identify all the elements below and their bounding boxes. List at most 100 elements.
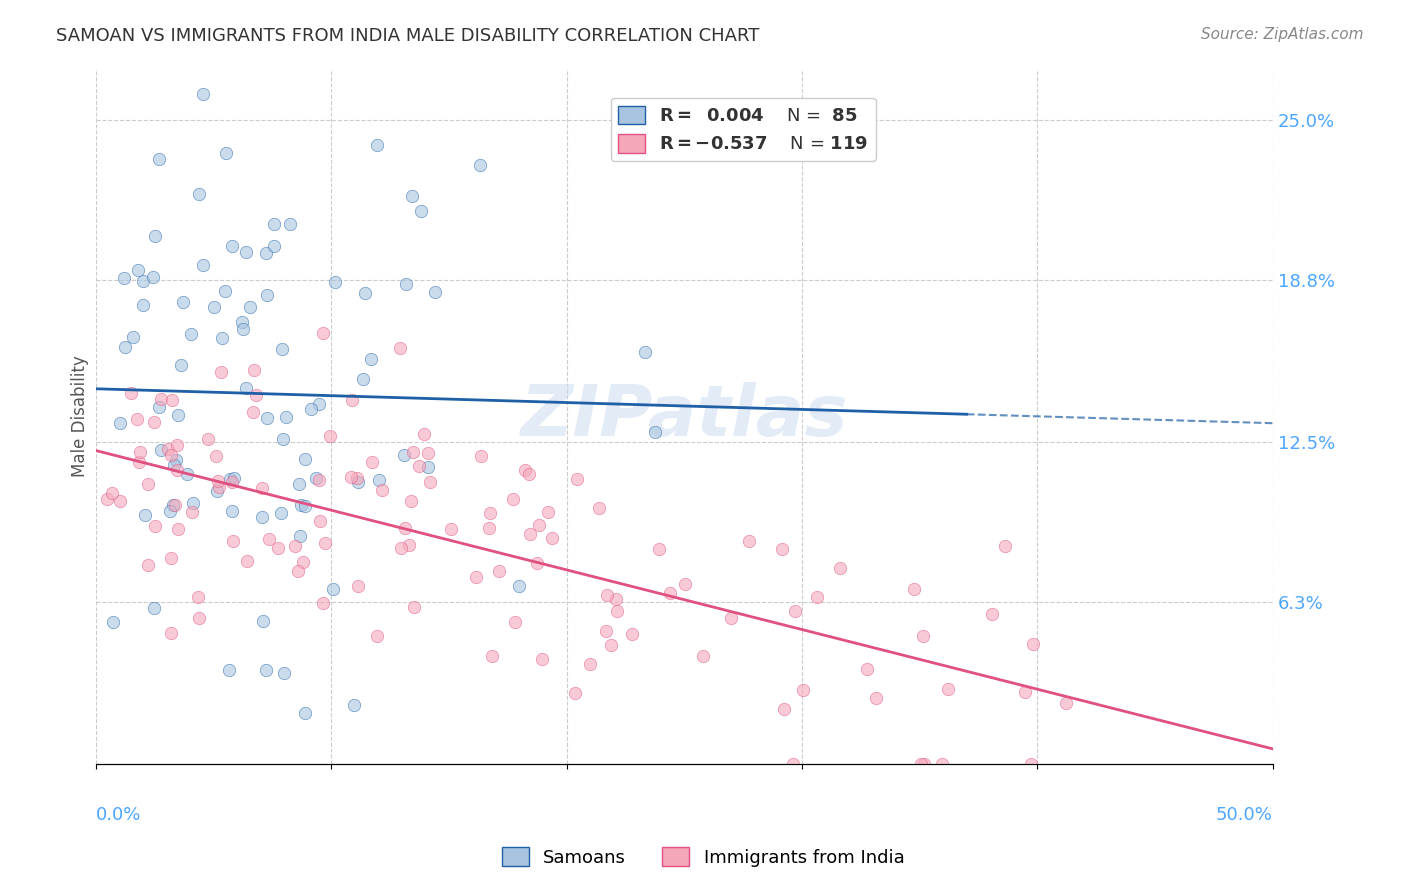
Legend: Samoans, Immigrants from India: Samoans, Immigrants from India xyxy=(495,840,911,874)
Point xyxy=(647,541,669,556)
Point xyxy=(366,138,388,153)
Point xyxy=(519,527,541,541)
Point xyxy=(215,145,238,160)
Point xyxy=(252,614,274,628)
Point xyxy=(222,533,245,548)
Point xyxy=(517,467,540,482)
Point xyxy=(205,449,228,463)
Point xyxy=(360,351,382,366)
Point xyxy=(856,662,879,676)
Text: 0.0%: 0.0% xyxy=(96,806,142,824)
Point xyxy=(1054,696,1077,710)
Point xyxy=(136,477,159,491)
Point xyxy=(360,455,382,469)
Point xyxy=(129,445,152,459)
Point xyxy=(259,532,281,546)
Point xyxy=(242,404,264,418)
Point xyxy=(180,505,202,519)
Point xyxy=(193,87,215,102)
Point xyxy=(830,561,852,575)
Point xyxy=(197,433,219,447)
Point xyxy=(588,501,610,516)
Point xyxy=(340,393,363,408)
Point xyxy=(323,275,346,289)
Point xyxy=(659,585,682,599)
Point xyxy=(912,757,935,772)
Point xyxy=(910,757,932,772)
Point xyxy=(903,582,925,596)
Point xyxy=(299,401,322,416)
Point xyxy=(128,455,150,469)
Point xyxy=(163,498,186,512)
Point xyxy=(114,340,136,354)
Point xyxy=(160,392,183,407)
Point xyxy=(254,664,277,678)
Point xyxy=(346,475,368,490)
Point xyxy=(720,610,742,624)
Point xyxy=(770,541,793,556)
Point xyxy=(1022,636,1045,650)
Point xyxy=(478,521,501,535)
Point xyxy=(270,506,292,520)
Point xyxy=(401,189,423,203)
Point xyxy=(256,288,278,302)
Point xyxy=(267,541,290,555)
Point xyxy=(108,416,131,430)
Point xyxy=(187,591,209,605)
Point xyxy=(207,475,229,489)
Point xyxy=(291,555,314,569)
Point xyxy=(170,358,193,372)
Point xyxy=(278,217,301,231)
Point xyxy=(208,480,231,494)
Point xyxy=(773,702,796,716)
Point xyxy=(343,698,366,712)
Point xyxy=(166,438,188,452)
Point xyxy=(644,425,666,439)
Point xyxy=(294,452,316,467)
Point xyxy=(134,508,156,523)
Point xyxy=(423,285,446,300)
Point xyxy=(159,448,181,462)
Point xyxy=(143,229,166,244)
Point xyxy=(125,411,148,425)
Point xyxy=(287,477,309,491)
Point xyxy=(148,400,170,414)
Point xyxy=(162,498,184,512)
Text: 50.0%: 50.0% xyxy=(1216,806,1272,824)
Point xyxy=(366,629,388,643)
Point xyxy=(1014,684,1036,698)
Point xyxy=(488,565,510,579)
Point xyxy=(243,363,266,377)
Point xyxy=(239,300,262,314)
Point xyxy=(187,610,209,624)
Point xyxy=(150,392,173,406)
Point xyxy=(936,682,959,697)
Point xyxy=(207,483,229,498)
Point xyxy=(290,529,312,543)
Point xyxy=(221,238,243,252)
Point xyxy=(294,706,316,720)
Point xyxy=(395,277,418,292)
Y-axis label: Male Disability: Male Disability xyxy=(72,356,89,477)
Point xyxy=(416,446,439,460)
Point xyxy=(221,504,243,518)
Point xyxy=(912,629,935,643)
Point xyxy=(165,453,187,467)
Point xyxy=(232,322,254,336)
Legend: $\mathbf{R = }$  $\mathbf{0.004}$    N =  $\mathbf{85}$, $\mathbf{R = }$$\mathbf: $\mathbf{R = }$ $\mathbf{0.004}$ N = $\m… xyxy=(610,98,876,161)
Point xyxy=(101,615,124,630)
Text: Source: ZipAtlas.com: Source: ZipAtlas.com xyxy=(1201,27,1364,42)
Point xyxy=(401,445,423,459)
Point xyxy=(599,638,621,652)
Point xyxy=(263,217,285,231)
Point xyxy=(368,473,391,487)
Point xyxy=(136,558,159,573)
Point xyxy=(250,481,273,495)
Point xyxy=(792,682,814,697)
Point xyxy=(605,591,627,606)
Point xyxy=(252,510,274,524)
Point xyxy=(254,245,277,260)
Point xyxy=(468,159,491,173)
Point xyxy=(211,331,233,345)
Point xyxy=(172,295,194,310)
